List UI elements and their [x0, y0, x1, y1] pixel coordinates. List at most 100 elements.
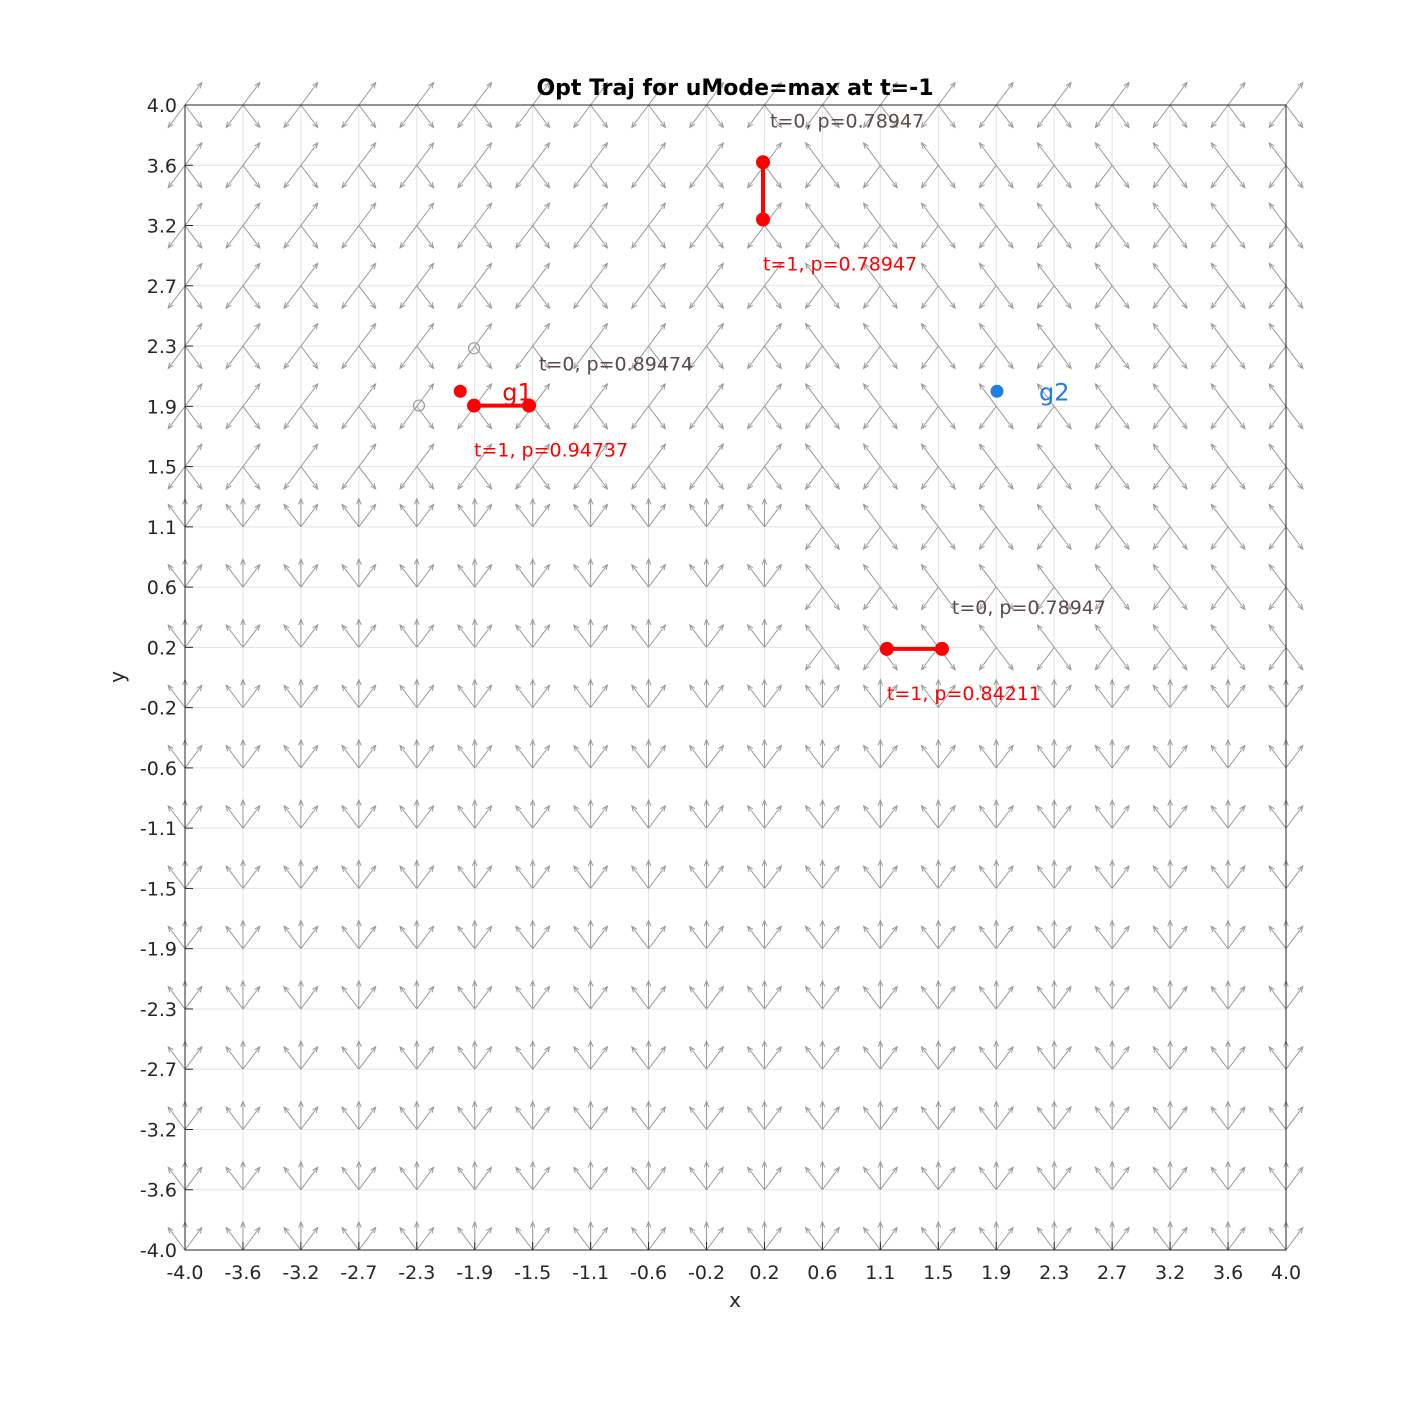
vector-arrow	[532, 466, 550, 490]
vector-arrowhead	[978, 503, 985, 511]
vector-arrow	[1111, 986, 1130, 1010]
vector-arrowhead	[1181, 1166, 1188, 1174]
vector-arrowhead	[1109, 979, 1115, 987]
vector-arrow	[1037, 925, 1055, 949]
vector-arrow	[863, 164, 881, 188]
vector-arrowhead	[659, 422, 667, 430]
vector-arrow	[805, 684, 823, 708]
vector-arrowhead	[1109, 1160, 1115, 1168]
vector-arrow	[590, 1167, 608, 1191]
vector-arrow	[822, 345, 840, 369]
vector-arrowhead	[1225, 1039, 1231, 1047]
x-tick-label: 1.5	[923, 1262, 953, 1284]
vector-arrowhead	[1152, 241, 1159, 249]
vector-arrow	[358, 202, 377, 226]
vector-arrow	[532, 225, 550, 249]
vector-arrowhead	[399, 241, 406, 249]
vector-arrowhead	[254, 925, 261, 933]
vector-arrowhead	[935, 979, 942, 987]
vector-arrow	[283, 164, 302, 188]
vector-arrowhead	[1181, 121, 1188, 129]
vector-arrowhead	[312, 985, 319, 993]
vector-arrow	[1053, 104, 1072, 128]
vector-arrow	[300, 1046, 319, 1070]
vector-arrow	[167, 925, 186, 949]
vector-arrow	[1210, 1106, 1229, 1130]
y-tick-label: -1.5	[140, 878, 177, 900]
vector-arrowhead	[457, 1045, 464, 1053]
vector-arrow	[1227, 745, 1246, 769]
vector-arrowhead	[949, 744, 956, 752]
vector-arrow	[1227, 1106, 1246, 1130]
vector-arrowhead	[1152, 603, 1159, 611]
vector-arrow	[1037, 986, 1055, 1010]
vector-arrowhead	[1167, 979, 1173, 987]
vector-arrow	[822, 406, 840, 430]
vector-arrow	[515, 745, 534, 769]
vector-arrow	[167, 225, 186, 249]
vector-arrowhead	[356, 979, 362, 987]
vector-arrowhead	[225, 302, 232, 310]
vector-arrowhead	[703, 618, 710, 626]
vector-arrowhead	[717, 362, 725, 370]
vector-arrowhead	[1225, 678, 1231, 686]
vector-arrowhead	[601, 864, 609, 872]
vector-arrow	[1094, 624, 1113, 648]
vector-arrowhead	[1007, 362, 1014, 370]
vector-arrow	[283, 684, 302, 708]
vector-arrowhead	[312, 181, 319, 189]
vector-arrowhead	[167, 1166, 174, 1174]
vector-arrowhead	[631, 422, 638, 430]
vector-arrow	[995, 745, 1014, 769]
vector-arrowhead	[1297, 1045, 1304, 1053]
y-tick-label: -1.1	[140, 818, 177, 840]
vector-arrowhead	[1239, 804, 1246, 812]
vector-arrowhead	[1094, 382, 1101, 390]
vector-arrow	[805, 345, 823, 369]
vector-arrow	[1037, 1167, 1055, 1191]
vector-arrow	[225, 745, 244, 769]
vector-arrow	[300, 865, 319, 889]
vector-arrow	[1210, 1046, 1229, 1070]
vector-arrow	[921, 383, 939, 407]
vector-arrow	[631, 1046, 649, 1070]
vector-arrowhead	[544, 121, 551, 129]
vector-arrowhead	[544, 864, 551, 872]
vector-arrowhead	[949, 1106, 956, 1114]
vector-arrowhead	[1109, 1220, 1115, 1228]
vector-arrowhead	[1036, 202, 1043, 210]
vector-arrowhead	[688, 684, 696, 692]
vector-arrow	[937, 925, 956, 949]
vector-arrow	[1152, 323, 1171, 347]
vector-arrow	[1111, 684, 1130, 708]
vector-arrowhead	[601, 382, 609, 390]
vector-arrowhead	[891, 81, 898, 89]
vector-arrowhead	[775, 141, 783, 149]
vector-arrowhead	[1152, 1045, 1159, 1053]
vector-arrowhead	[1036, 443, 1043, 451]
vector-arrow	[1152, 586, 1171, 610]
vector-arrow	[1169, 1227, 1188, 1251]
vector-arrow	[474, 1106, 492, 1130]
trajectory-start-point	[522, 398, 537, 413]
vector-arrow	[764, 564, 782, 588]
vector-arrowhead	[457, 503, 464, 511]
vector-arrowhead	[804, 563, 812, 571]
vector-arrow	[1227, 805, 1246, 829]
vector-arrowhead	[717, 1226, 725, 1234]
vector-arrowhead	[1297, 362, 1304, 370]
vector-arrow	[515, 1046, 534, 1070]
vector-arrowhead	[746, 925, 754, 933]
vector-arrowhead	[457, 483, 464, 491]
vector-arrowhead	[312, 1226, 319, 1234]
vector-arrowhead	[1268, 744, 1275, 752]
vector-arrowhead	[1094, 443, 1101, 451]
vector-arrow	[764, 104, 782, 128]
y-tick-label: 1.5	[147, 457, 177, 479]
vector-arrowhead	[196, 202, 203, 210]
vector-arrow	[300, 745, 319, 769]
vector-arrow	[399, 104, 418, 128]
vector-arrowhead	[413, 497, 420, 505]
vector-arrowhead	[1268, 241, 1275, 249]
vector-arrowhead	[1065, 241, 1072, 249]
